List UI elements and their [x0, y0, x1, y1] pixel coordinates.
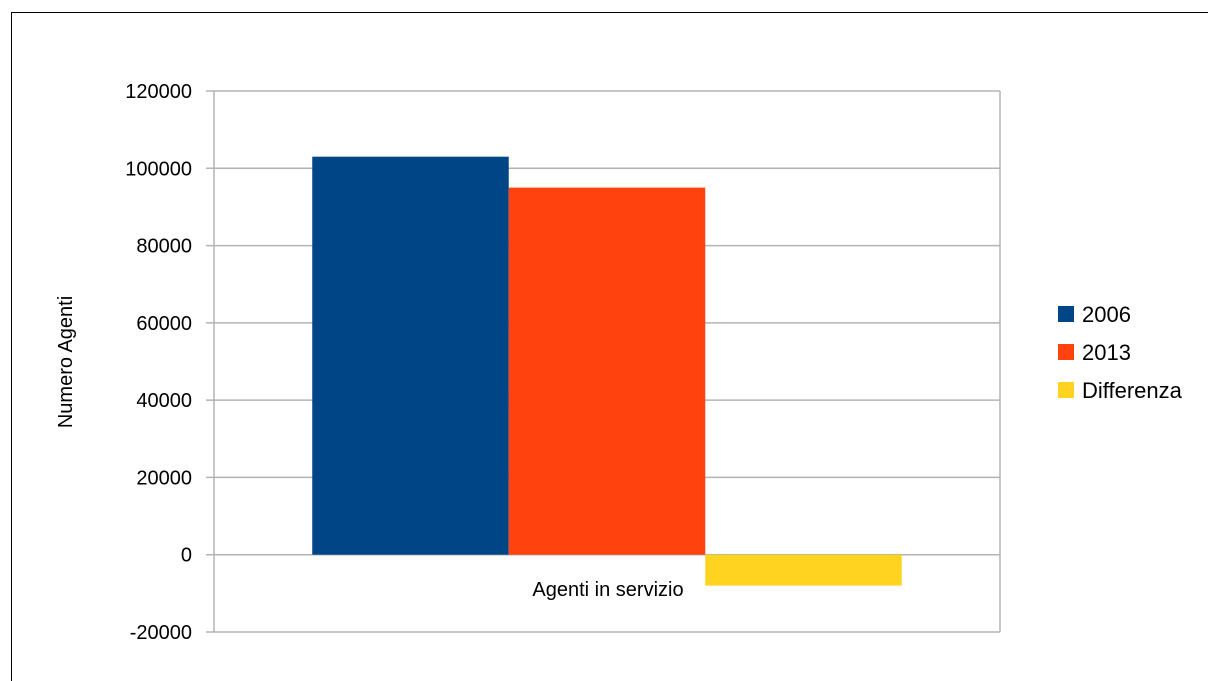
legend-swatch [1058, 306, 1074, 322]
legend-label: 2013 [1082, 340, 1131, 365]
legend: 2006 2013 Differenza [1058, 302, 1183, 403]
legend-label: 2006 [1082, 302, 1131, 327]
y-tick-label: 40000 [136, 390, 192, 412]
y-tick-label: 0 [181, 545, 192, 567]
legend-swatch [1058, 382, 1074, 398]
y-tick-label: 120000 [125, 81, 192, 103]
bar-2006 [312, 156, 509, 555]
bar-2013 [508, 187, 706, 555]
y-tick-label: 80000 [136, 236, 192, 258]
y-tick-label: -20000 [130, 622, 192, 644]
x-category-label: Agenti in servizio [532, 579, 683, 601]
legend-swatch [1058, 344, 1074, 360]
y-tick-label: 100000 [125, 158, 192, 180]
y-tick-label: 60000 [136, 313, 192, 335]
y-axis-title: Numero Agenti [55, 296, 77, 428]
y-tick-label: 20000 [136, 467, 192, 489]
bar-differenza [705, 554, 902, 586]
y-axis-ticks: -20000 0 20000 40000 60000 80000 100000 120000 [125, 81, 192, 644]
bars [312, 156, 902, 586]
legend-label: Differenza [1082, 378, 1183, 403]
